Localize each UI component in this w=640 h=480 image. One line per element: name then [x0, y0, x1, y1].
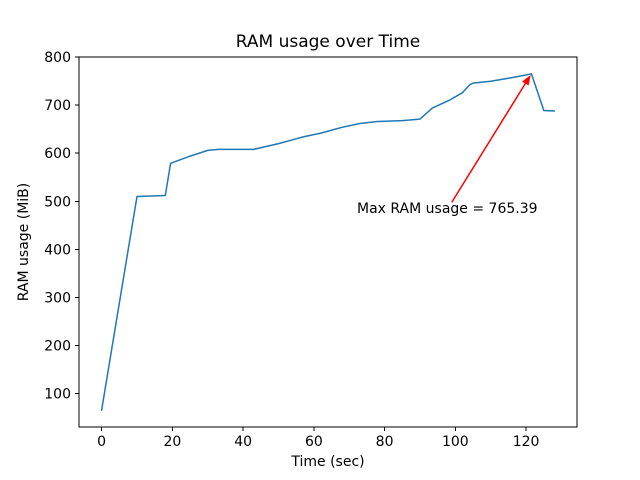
annotation-arrow-head — [522, 74, 531, 86]
x-tick-label: 20 — [163, 434, 181, 450]
max-ram-annotation: Max RAM usage = 765.39 — [357, 201, 538, 217]
y-axis-label: RAM usage (MiB) — [16, 183, 32, 301]
ram-usage-line — [100, 73, 556, 411]
chart-title: RAM usage over Time — [236, 32, 420, 52]
y-tick-label: 800 — [44, 50, 71, 66]
x-tick-label: 100 — [442, 434, 469, 450]
x-tick-label: 80 — [376, 434, 394, 450]
y-tick-label: 400 — [44, 242, 71, 258]
x-tick-label: 120 — [513, 434, 540, 450]
y-tick-label: 300 — [44, 290, 71, 306]
x-tick-label: 40 — [234, 434, 252, 450]
annotation-arrow-shaft — [451, 81, 528, 203]
plot-border — [78, 56, 578, 428]
y-tick-label: 600 — [44, 146, 71, 162]
y-tick-label: 500 — [44, 194, 71, 210]
x-tick-label: 0 — [97, 434, 106, 450]
x-axis-label: Time (sec) — [290, 454, 364, 470]
x-tick-label: 60 — [305, 434, 323, 450]
y-tick-label: 100 — [44, 386, 71, 402]
y-tick-label: 200 — [44, 338, 71, 354]
y-tick-label: 700 — [44, 98, 71, 114]
